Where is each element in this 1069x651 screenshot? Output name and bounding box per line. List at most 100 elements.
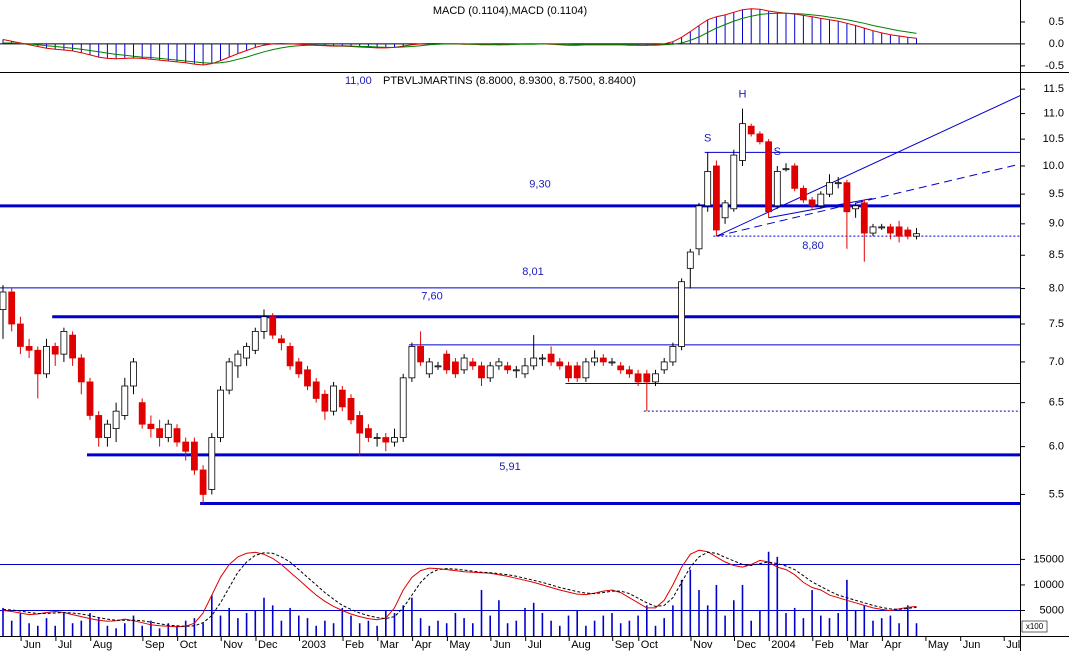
x-tick-label: Aug [93,639,113,651]
x-tick-label: Apr [884,639,901,651]
x-tick-label: Nov [223,639,243,651]
candle-body [356,415,364,434]
y-tick-label: 9.5 [1049,188,1064,200]
candle-body [617,365,625,371]
candle-body [913,233,920,237]
price-note: 11,00 [345,75,372,87]
candle-body [478,365,485,379]
candle-body [347,398,355,421]
candle-body [747,125,755,135]
candle-body [782,168,790,171]
candle-body [164,423,172,438]
level-label: 7,60 [421,291,442,303]
candle-body [608,361,616,364]
candle-body [895,226,903,237]
x-tick-label: Nov [693,639,713,651]
candle-body [156,428,164,438]
candle-body [43,346,50,375]
candle-body [678,281,685,347]
unit-box [1021,620,1048,633]
candle-body [121,385,129,416]
candle-body [190,441,198,471]
y-tick-label: 0.0 [1049,38,1064,50]
x-tick-label: Aug [571,639,591,651]
candle-body [591,357,598,363]
candle-body [364,428,372,438]
x-tick-label: May [928,639,949,651]
candle-body [8,291,16,325]
candle-body [173,428,181,443]
candle-body [469,361,477,367]
series-line [3,12,917,64]
y-tick-label: 10000 [1033,579,1064,591]
candle-body [443,353,451,371]
candle-body [739,123,746,161]
x-tick-label: Dec [258,639,278,651]
candle-body [512,369,520,372]
candle-body [77,357,85,383]
candle-body [60,330,68,355]
candle-body [573,365,581,379]
candle-body [643,373,651,383]
candle-body [860,202,868,234]
candle-body [704,171,712,207]
x-tick-label: Jun [23,639,41,651]
candle-body [669,346,677,363]
candle-body [69,334,76,359]
y-tick-label: 6.5 [1049,397,1064,409]
level-label: 8,80 [802,240,823,252]
x-tick-label: 2003 [302,639,326,651]
candle-body [582,361,590,379]
candle-body [547,353,555,363]
candle-body [721,202,729,219]
candle-body [243,346,251,359]
y-tick-label: 8.5 [1049,249,1064,261]
x-tick-label: Jun [493,639,511,651]
pattern-label: S [774,146,781,158]
x-tick-label: Oct [180,639,197,651]
candle-body [486,365,494,379]
candle-body [773,171,781,207]
candle-body [826,182,833,195]
candle-body [251,330,259,351]
candle-body [330,385,338,412]
level-label: 5,91 [499,461,520,473]
series-line [2,549,917,628]
candle-body [16,323,24,347]
candle-body [852,205,859,210]
candle-body [660,361,668,371]
y-tick-label: 0.5 [1049,16,1064,28]
level-label: 8,01 [522,266,543,278]
y-tick-label: 7.0 [1049,356,1064,368]
x-tick-label: Jun [963,639,981,651]
candle-body [565,365,572,379]
candle-body [382,437,390,443]
x-tick-label: Dec [737,639,757,651]
x-tick-label: Feb [345,639,364,651]
candle-body [791,165,799,189]
candle-body [304,369,311,387]
candle-body [686,251,694,269]
candle-body [878,226,886,229]
candle-body [460,357,468,371]
x-tick-label: Sep [145,639,165,651]
candle-body [217,389,224,438]
y-tick-label: 5000 [1040,604,1064,616]
candle-body [234,353,242,367]
candle-body [260,316,268,332]
candle-body [556,361,564,367]
trend-line [716,95,1021,237]
candle-body [269,316,277,336]
candle-body [338,389,346,408]
candle-body [521,365,529,375]
y-tick-label: 7.5 [1049,318,1064,330]
candle-body [634,373,642,383]
candle-body [425,361,433,375]
x-tick-label: Jul [1006,639,1020,651]
candle-body [34,349,42,375]
candle-body [869,226,877,234]
x-tick-label: May [449,639,470,651]
macd-title: MACD (0.1104),MACD (0.1104) [433,5,587,17]
candle-body [373,437,381,439]
